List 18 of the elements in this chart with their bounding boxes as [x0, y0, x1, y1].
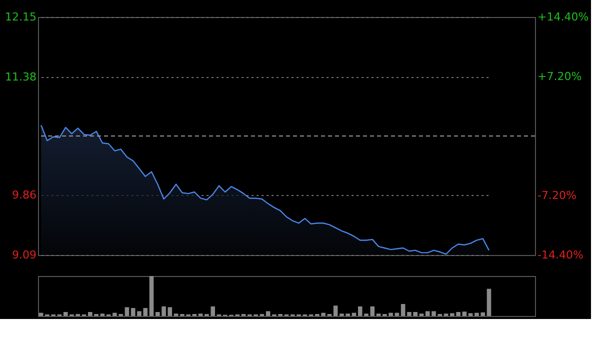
- y2-tick-label: -14.40%: [538, 248, 584, 262]
- y2-tick-label: +14.40%: [538, 10, 589, 24]
- bar: [486, 288, 492, 316]
- bar: [266, 311, 270, 316]
- bar: [468, 313, 473, 316]
- y-tick-label: 9.86: [12, 188, 36, 202]
- bar: [149, 276, 154, 316]
- y2-tick-label: -7.20%: [538, 189, 576, 202]
- y-tick-label: 12.15: [5, 10, 36, 24]
- bar: [333, 306, 338, 316]
- bar: [400, 304, 406, 316]
- y-tick-label: 11.38: [5, 70, 36, 84]
- y2-tick-label: +7.20%: [538, 70, 582, 83]
- bar: [168, 307, 172, 316]
- bar: [462, 312, 467, 316]
- bar: [124, 307, 130, 316]
- y-tick-label: 9.09: [12, 248, 36, 262]
- bar: [370, 306, 375, 316]
